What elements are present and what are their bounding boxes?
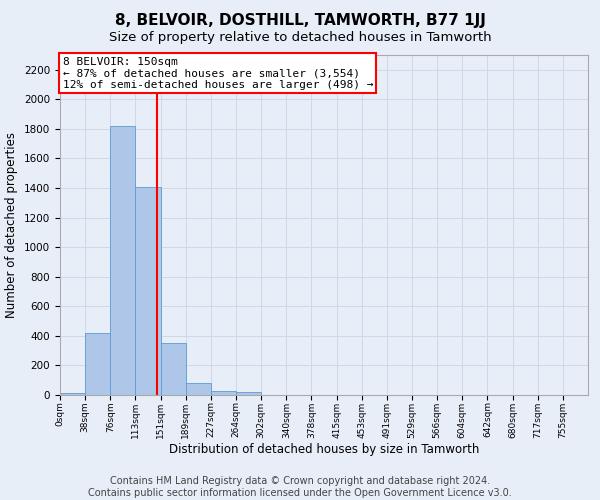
Bar	[85, 333, 110, 395]
Bar	[161, 344, 186, 395]
Bar	[60, 393, 85, 395]
Bar	[211, 390, 236, 395]
Text: 8, BELVOIR, DOSTHILL, TAMWORTH, B77 1JJ: 8, BELVOIR, DOSTHILL, TAMWORTH, B77 1JJ	[115, 12, 485, 28]
Text: Contains HM Land Registry data © Crown copyright and database right 2024.
Contai: Contains HM Land Registry data © Crown c…	[88, 476, 512, 498]
Y-axis label: Number of detached properties: Number of detached properties	[5, 132, 19, 318]
Bar	[136, 186, 161, 395]
Bar	[110, 126, 136, 395]
Text: 8 BELVOIR: 150sqm
← 87% of detached houses are smaller (3,554)
12% of semi-detac: 8 BELVOIR: 150sqm ← 87% of detached hous…	[62, 56, 373, 90]
Bar	[236, 392, 261, 395]
Text: Size of property relative to detached houses in Tamworth: Size of property relative to detached ho…	[109, 31, 491, 44]
X-axis label: Distribution of detached houses by size in Tamworth: Distribution of detached houses by size …	[169, 443, 479, 456]
Bar	[186, 383, 211, 395]
